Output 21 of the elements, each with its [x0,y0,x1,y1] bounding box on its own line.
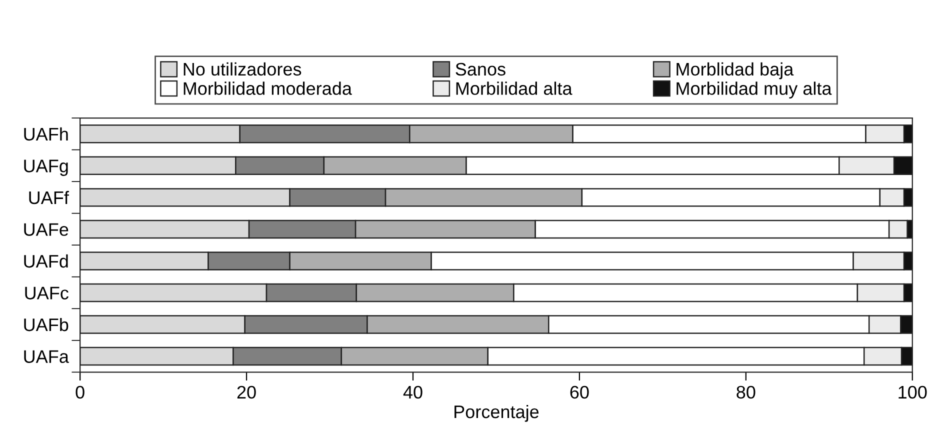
x-tick-label: 80 [736,386,756,399]
legend-label: Morbilidad muy alta [676,82,832,98]
x-tick-label: 0 [76,386,84,399]
y-tick-label: UAFf [29,190,69,204]
legend-label: Morbilidad alta [456,82,572,95]
legend-label: Morblidad baja [676,62,794,80]
y-tick-label: UAFc [25,286,68,300]
x-tick-label: 60 [570,386,589,399]
legend-label: No utilizadores [184,62,302,76]
y-tick-label: UAFe [24,223,68,236]
x-tick-label: 100 [898,386,927,399]
y-tick-label: UAFg [24,160,68,176]
y-tick-label: UAFd [24,254,68,268]
x-tick-label: 20 [237,386,256,399]
y-tick-label: UAFh [24,127,68,141]
legend-label: Sanos [456,62,506,76]
y-tick-label: UAFb [24,318,68,332]
legend-label: Morbilidad moderada [184,82,352,95]
x-axis-title: Porcentaje [454,404,539,422]
x-tick-label: 40 [403,386,422,399]
y-tick-label: UAFa [24,350,69,363]
